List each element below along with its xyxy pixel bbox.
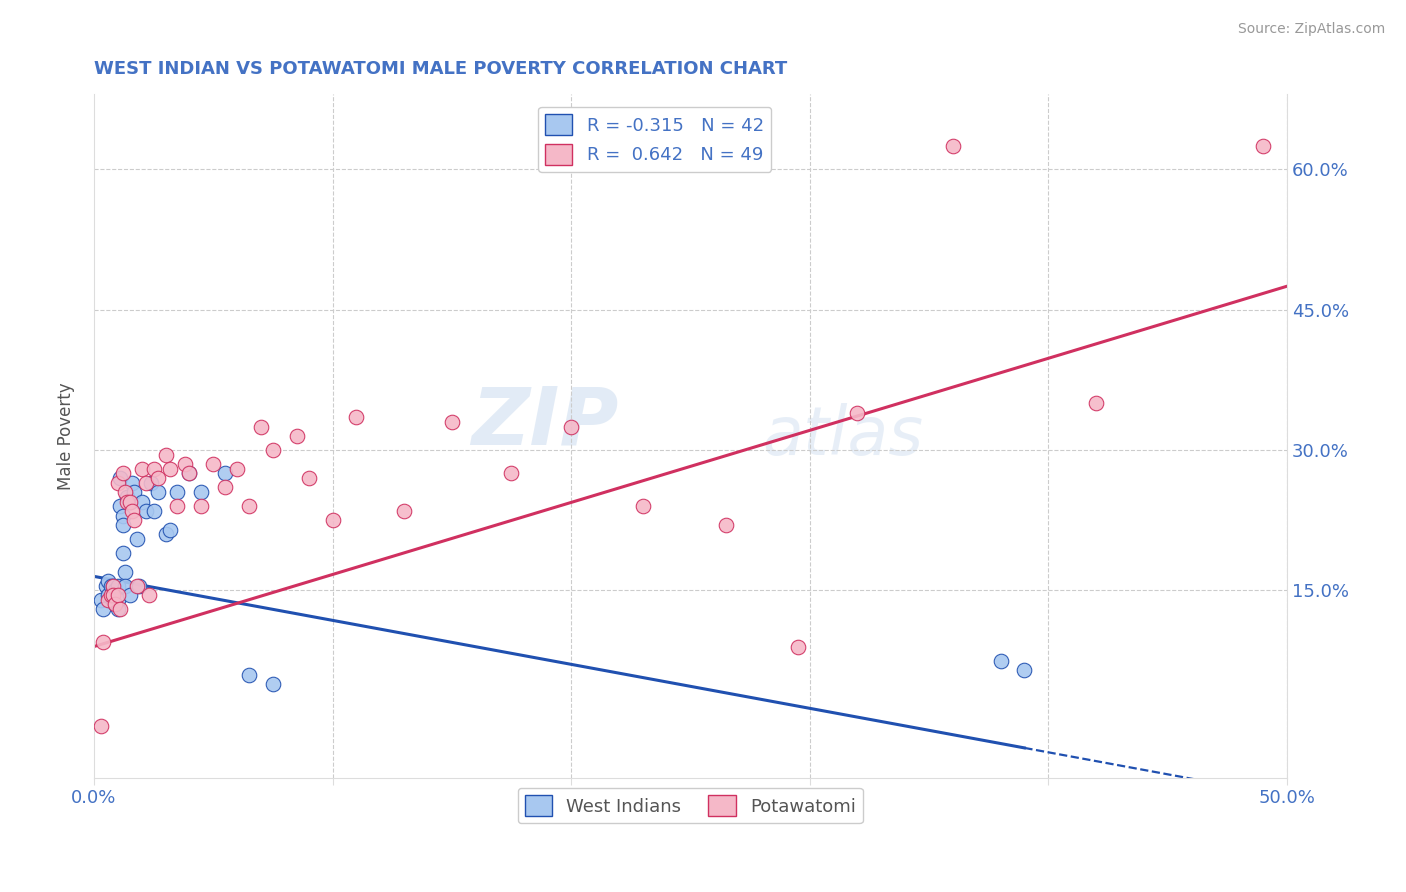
Point [107, 579, 129, 593]
Point [321, 513, 343, 527]
Point [107, 602, 129, 616]
Point [124, 485, 146, 500]
Point [121, 504, 143, 518]
Point [104, 598, 127, 612]
Point [440, 415, 463, 429]
Point [100, 588, 122, 602]
Point [97, 588, 120, 602]
Point [94, 579, 117, 593]
Text: Source: ZipAtlas.com: Source: ZipAtlas.com [1237, 22, 1385, 37]
Point [179, 467, 201, 481]
Point [111, 508, 134, 523]
Point [107, 592, 129, 607]
Point [344, 410, 367, 425]
Point [148, 485, 170, 500]
Point [392, 504, 415, 518]
Text: atlas: atlas [762, 403, 924, 469]
Point [942, 139, 965, 153]
Point [101, 579, 124, 593]
Point [93, 602, 115, 616]
Point [166, 485, 188, 500]
Point [135, 475, 157, 490]
Point [138, 588, 160, 602]
Point [117, 490, 139, 504]
Point [148, 471, 170, 485]
Point [107, 588, 129, 602]
Point [262, 677, 284, 691]
Point [125, 532, 148, 546]
Point [97, 592, 120, 607]
Point [114, 565, 136, 579]
Point [121, 475, 143, 490]
Point [714, 517, 737, 532]
Point [238, 667, 260, 681]
Point [159, 462, 181, 476]
Point [111, 546, 134, 560]
Point [111, 467, 134, 481]
Point [1014, 663, 1036, 677]
Point [108, 602, 131, 616]
Text: ZIP: ZIP [471, 384, 619, 461]
Point [202, 457, 225, 471]
Point [1084, 396, 1107, 410]
Point [190, 485, 212, 500]
Point [135, 504, 157, 518]
Point [118, 588, 141, 602]
Point [155, 448, 177, 462]
Point [131, 462, 153, 476]
Point [190, 499, 212, 513]
Point [166, 499, 188, 513]
Point [990, 654, 1012, 668]
Text: WEST INDIAN VS POTAWATOMI MALE POVERTY CORRELATION CHART: WEST INDIAN VS POTAWATOMI MALE POVERTY C… [94, 60, 787, 78]
Point [226, 462, 249, 476]
Point [128, 579, 150, 593]
Point [238, 499, 260, 513]
Legend: West Indians, Potawatomi: West Indians, Potawatomi [517, 788, 863, 823]
Point [155, 527, 177, 541]
Point [117, 494, 139, 508]
Point [90, 592, 112, 607]
Point [101, 592, 124, 607]
Point [101, 588, 124, 602]
Point [560, 419, 582, 434]
Point [125, 579, 148, 593]
Point [118, 494, 141, 508]
Point [101, 579, 124, 593]
Point [250, 419, 273, 434]
Point [90, 719, 112, 733]
Point [214, 467, 236, 481]
Point [97, 574, 120, 588]
Point [111, 517, 134, 532]
Point [142, 462, 165, 476]
Point [107, 475, 129, 490]
Point [501, 467, 523, 481]
Point [118, 494, 141, 508]
Point [173, 457, 195, 471]
Point [298, 471, 321, 485]
Point [179, 467, 201, 481]
Point [1251, 139, 1274, 153]
Point [285, 429, 308, 443]
Point [104, 583, 127, 598]
Y-axis label: Male Poverty: Male Poverty [58, 382, 75, 490]
Point [262, 443, 284, 458]
Point [108, 499, 131, 513]
Point [108, 471, 131, 485]
Point [100, 579, 122, 593]
Point [159, 523, 181, 537]
Point [846, 406, 869, 420]
Point [142, 504, 165, 518]
Point [124, 513, 146, 527]
Point [631, 499, 654, 513]
Point [93, 635, 115, 649]
Point [214, 480, 236, 494]
Point [786, 640, 808, 654]
Point [131, 494, 153, 508]
Point [114, 485, 136, 500]
Point [104, 598, 127, 612]
Point [141, 475, 163, 490]
Point [114, 579, 136, 593]
